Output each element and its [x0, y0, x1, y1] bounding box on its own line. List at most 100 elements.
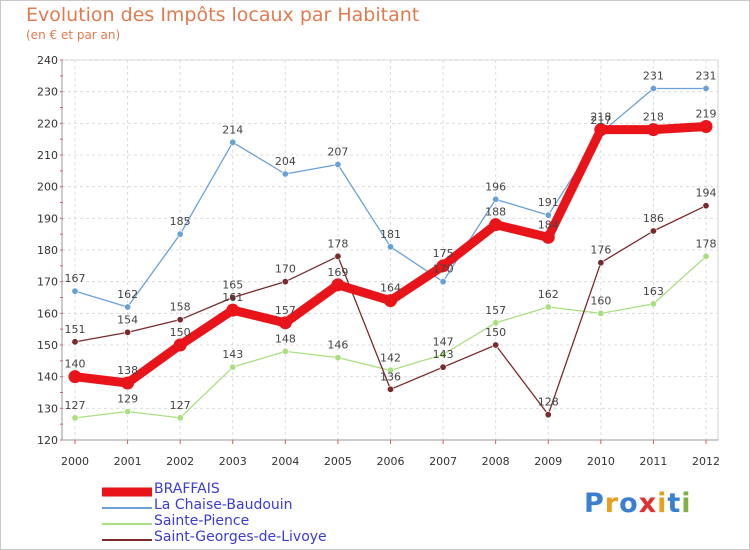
legend-label: Sainte-Pience — [154, 513, 250, 529]
data-label-braffais: 175 — [433, 247, 454, 260]
data-point-saint-georges-de-livoye — [702, 202, 710, 210]
x-tick-label: 2011 — [639, 455, 667, 468]
y-tick-label: 150 — [37, 339, 58, 352]
x-tick-label: 2000 — [61, 455, 89, 468]
data-label-la-chaise-baudouin: 185 — [170, 215, 191, 228]
data-point-sainte-pience — [281, 347, 289, 355]
data-point-braffais — [489, 218, 503, 232]
data-label-braffais: 184 — [538, 218, 559, 231]
data-point-sainte-pience — [71, 414, 79, 422]
data-label-la-chaise-baudouin: 196 — [485, 180, 506, 193]
data-point-braffais — [331, 278, 345, 292]
data-point-la-chaise-baudouin — [492, 195, 500, 203]
data-point-la-chaise-baudouin — [386, 243, 394, 251]
data-point-la-chaise-baudouin — [124, 303, 132, 311]
data-label-braffais: 157 — [275, 304, 296, 317]
y-tick-label: 180 — [37, 244, 58, 257]
data-point-sainte-pience — [386, 366, 394, 374]
chart-title: Evolution des Impôts locaux par Habitant — [26, 4, 420, 26]
data-point-sainte-pience — [334, 354, 342, 362]
logo-letter: P — [584, 488, 605, 519]
legend-label: La Chaise-Baudouin — [154, 497, 293, 513]
data-point-braffais — [226, 303, 240, 317]
data-label-saint-georges-de-livoye: 158 — [170, 301, 191, 314]
data-label-braffais: 138 — [117, 364, 138, 377]
data-point-saint-georges-de-livoye — [492, 341, 500, 349]
data-point-la-chaise-baudouin — [334, 161, 342, 169]
data-point-la-chaise-baudouin — [229, 138, 237, 146]
y-tick-label: 130 — [37, 402, 58, 415]
data-label-braffais: 219 — [696, 108, 717, 121]
data-point-braffais — [436, 259, 450, 273]
data-point-braffais — [541, 230, 555, 244]
data-label-saint-georges-de-livoye: 165 — [222, 279, 243, 292]
data-point-sainte-pience — [702, 252, 710, 260]
data-label-saint-georges-de-livoye: 170 — [275, 263, 296, 276]
data-point-saint-georges-de-livoye — [176, 316, 184, 324]
data-label-braffais: 161 — [222, 291, 243, 304]
data-label-la-chaise-baudouin: 231 — [643, 70, 664, 83]
proxiti-logo: Proxiti — [584, 488, 692, 519]
data-point-sainte-pience — [544, 303, 552, 311]
data-label-braffais: 188 — [485, 206, 506, 219]
data-label-saint-georges-de-livoye: 143 — [433, 348, 454, 361]
y-tick-label: 120 — [37, 434, 58, 447]
data-label-sainte-pience: 146 — [327, 339, 348, 352]
data-point-braffais — [594, 123, 608, 137]
data-label-la-chaise-baudouin: 191 — [538, 196, 559, 209]
data-label-la-chaise-baudouin: 162 — [117, 288, 138, 301]
data-label-sainte-pience: 163 — [643, 285, 664, 298]
chart-subtitle: (en € et par an) — [26, 28, 121, 42]
data-point-saint-georges-de-livoye — [124, 328, 132, 336]
logo-letter: x — [638, 488, 658, 519]
data-point-saint-georges-de-livoye — [229, 293, 237, 301]
y-tick-label: 160 — [37, 307, 58, 320]
line-chart: 120 130 140 150 160 170 180 190 200 210 220 230 240 2… — [37, 54, 720, 468]
data-point-saint-georges-de-livoye — [386, 385, 394, 393]
data-point-saint-georges-de-livoye — [544, 411, 552, 419]
x-tick-label: 2003 — [219, 455, 247, 468]
data-label-saint-georges-de-livoye: 154 — [117, 313, 138, 326]
data-label-la-chaise-baudouin: 207 — [327, 146, 348, 159]
data-point-la-chaise-baudouin — [281, 170, 289, 178]
data-point-sainte-pience — [229, 363, 237, 371]
data-label-la-chaise-baudouin: 231 — [696, 70, 717, 83]
data-point-braffais — [699, 120, 713, 133]
y-tick-label: 170 — [37, 276, 58, 289]
x-tick-label: 2004 — [271, 455, 299, 468]
data-label-la-chaise-baudouin: 181 — [380, 228, 401, 241]
logo-letter: t — [667, 488, 682, 519]
x-tick-label: 2009 — [534, 455, 562, 468]
data-label-sainte-pience: 157 — [485, 304, 506, 317]
y-tick-label: 230 — [37, 86, 58, 99]
x-tick-label: 2008 — [482, 455, 510, 468]
y-tick-label: 240 — [37, 54, 58, 67]
data-label-sainte-pience: 142 — [380, 351, 401, 364]
data-point-saint-georges-de-livoye — [334, 252, 342, 260]
data-point-saint-georges-de-livoye — [649, 227, 657, 235]
data-point-la-chaise-baudouin — [71, 287, 79, 295]
data-point-braffais — [278, 316, 292, 330]
data-point-braffais — [646, 123, 660, 137]
data-point-saint-georges-de-livoye — [281, 278, 289, 286]
data-label-sainte-pience: 178 — [696, 237, 717, 250]
data-point-la-chaise-baudouin — [176, 230, 184, 238]
y-tick-label: 220 — [37, 117, 58, 130]
data-label-sainte-pience: 127 — [170, 399, 191, 412]
data-label-sainte-pience: 162 — [538, 288, 559, 301]
data-label-saint-georges-de-livoye: 176 — [590, 244, 611, 257]
logo-letter: i — [681, 488, 692, 519]
data-label-sainte-pience: 143 — [222, 348, 243, 361]
y-tick-label: 140 — [37, 371, 58, 384]
data-point-saint-georges-de-livoye — [597, 259, 605, 267]
data-point-la-chaise-baudouin — [544, 211, 552, 219]
data-label-saint-georges-de-livoye: 136 — [380, 370, 401, 383]
data-label-braffais: 169 — [327, 266, 348, 279]
data-label-sainte-pience: 148 — [275, 332, 296, 345]
data-point-sainte-pience — [492, 319, 500, 327]
data-label-braffais: 218 — [643, 111, 664, 124]
legend-label: Saint-Georges-de-Livoye — [154, 529, 327, 545]
y-tick-label: 210 — [37, 149, 58, 162]
x-tick-label: 2012 — [692, 455, 720, 468]
data-label-sainte-pience: 129 — [117, 393, 138, 406]
